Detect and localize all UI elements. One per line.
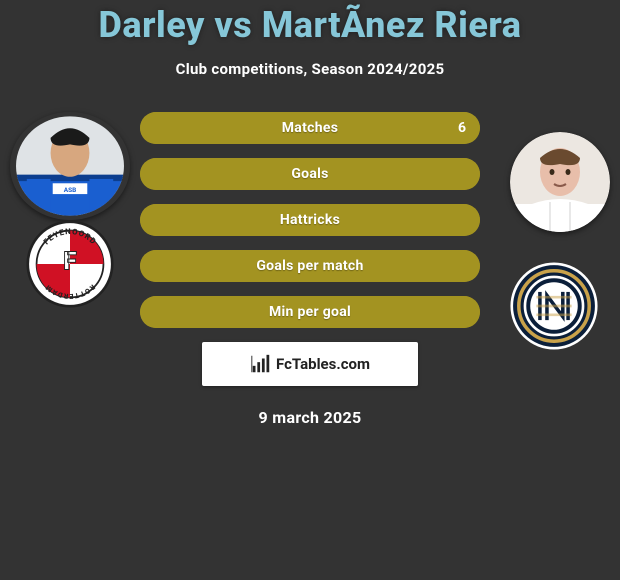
- bar-chart-icon: [250, 353, 272, 375]
- player2-club-logo: [510, 262, 598, 350]
- watermark-text: FcTables.com: [276, 355, 370, 373]
- snapshot-date: 9 march 2025: [140, 408, 480, 427]
- stat-label: Goals per match: [256, 258, 363, 274]
- player2-name: MartÃ­nez Riera: [262, 4, 522, 46]
- stat-fill-left: [140, 158, 310, 190]
- stat-pill-column: Matches 6 Goals Hattricks Goals per matc…: [140, 112, 480, 427]
- stat-label: Goals: [291, 166, 328, 182]
- player1-club-logo: FEYENOORD ROTTERDAM F: [26, 220, 114, 308]
- stat-label: Min per goal: [269, 304, 351, 320]
- stat-row-min-per-goal: Min per goal: [140, 296, 480, 328]
- comparison-title: Darley vs MartÃ­nez Riera: [0, 0, 620, 46]
- player1-avatar-svg: ASB: [10, 112, 130, 220]
- svg-text:F: F: [63, 247, 77, 276]
- stat-row-goals: Goals: [140, 158, 480, 190]
- stat-label: Matches: [282, 120, 338, 136]
- player2-avatar-svg: [510, 132, 610, 232]
- player1-avatar: ASB: [10, 112, 130, 220]
- player2-avatar: [510, 132, 610, 232]
- watermark-badge: FcTables.com: [202, 342, 418, 386]
- svg-text:ASB: ASB: [64, 186, 76, 194]
- stat-row-goals-per-match: Goals per match: [140, 250, 480, 282]
- stat-value-right: 6: [458, 120, 466, 136]
- stat-label: Hattricks: [280, 212, 340, 228]
- subtitle: Club competitions, Season 2024/2025: [0, 60, 620, 78]
- player1-name: Darley: [99, 4, 205, 46]
- stat-row-matches: Matches 6: [140, 112, 480, 144]
- stat-row-hattricks: Hattricks: [140, 204, 480, 236]
- vs-text: vs: [214, 4, 252, 46]
- feyenoord-logo-icon: FEYENOORD ROTTERDAM F: [26, 220, 114, 308]
- inter-logo-icon: [510, 262, 598, 350]
- stat-fill-right: [310, 158, 480, 190]
